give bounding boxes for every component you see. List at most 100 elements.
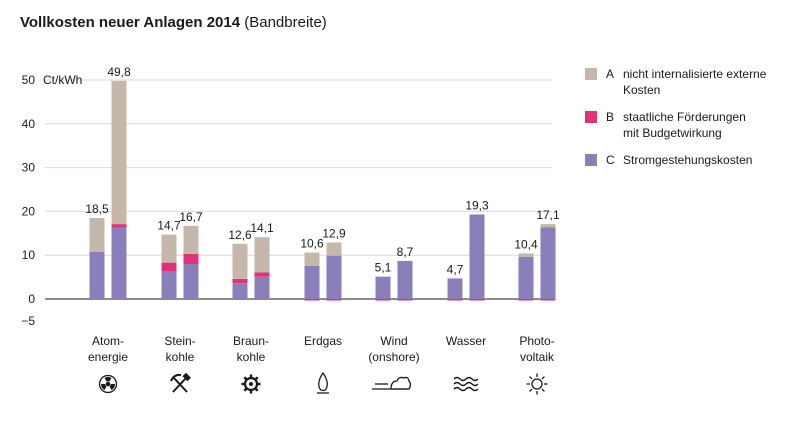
wind-cloud-icon bbox=[372, 376, 412, 390]
bar-stack: 12,9 bbox=[322, 226, 346, 301]
bar-negative-segment bbox=[469, 299, 485, 301]
legend-swatch bbox=[585, 111, 597, 123]
bar-segment-C bbox=[89, 251, 105, 299]
hammer-pick-icon bbox=[170, 372, 191, 393]
category-label: Wasser bbox=[446, 334, 486, 348]
category-label: Erdgas bbox=[304, 334, 342, 348]
bar-stack: 19,3 bbox=[465, 198, 489, 301]
category-labels: Atom-energie Stein-kohle Braun-kohle Erdgas… bbox=[88, 334, 555, 364]
bar-value-label: 49,8 bbox=[107, 65, 131, 79]
y-tick-label: 0 bbox=[28, 292, 35, 306]
bar-segment-B bbox=[254, 272, 270, 277]
bar-segment-C bbox=[254, 276, 270, 299]
bar-stack: 16,7 bbox=[179, 210, 203, 299]
bar-negative-segment bbox=[326, 299, 342, 301]
bar-segment-C bbox=[326, 255, 342, 299]
bar-value-label: 16,7 bbox=[179, 210, 203, 224]
bar-segment-A bbox=[111, 80, 127, 225]
category-label: Braun-kohle bbox=[233, 334, 269, 364]
bar-segment-A bbox=[304, 252, 320, 266]
bar-segment-C bbox=[304, 265, 320, 299]
bar-negative-segment bbox=[397, 299, 413, 301]
bar-segment-A bbox=[518, 253, 534, 257]
bar-segment-A bbox=[232, 243, 248, 279]
bar-negative-segment bbox=[518, 299, 534, 301]
bar-negative-segment bbox=[447, 299, 463, 301]
bar-value-label: 5,1 bbox=[375, 261, 392, 275]
bar-stack: 49,8 bbox=[107, 65, 131, 299]
y-tick-label: 10 bbox=[22, 248, 36, 262]
y-tick-label: −5 bbox=[21, 314, 35, 328]
bar-segment-A bbox=[89, 217, 105, 252]
bar-segment-A bbox=[540, 224, 556, 228]
bar-stack: 17,1 bbox=[536, 208, 560, 301]
bar-value-label: 18,5 bbox=[85, 202, 109, 216]
bar-segment-C bbox=[375, 276, 391, 299]
bar-segment-B bbox=[161, 262, 177, 272]
bar-stack: 18,5 bbox=[85, 202, 109, 299]
y-tick-label: 20 bbox=[22, 204, 36, 218]
bar-value-label: 12,6 bbox=[228, 228, 252, 242]
bar-segment-C bbox=[518, 256, 534, 299]
bar-value-label: 19,3 bbox=[465, 198, 489, 212]
bar-stack: 10,6 bbox=[300, 237, 324, 301]
bar-segment-C bbox=[469, 214, 485, 299]
chart-title: Vollkosten neuer Anlagen 2014 (Bandbreit… bbox=[20, 14, 327, 31]
category-label: Atom-energie bbox=[88, 334, 128, 364]
y-grid: −5 0 10 20 30 40 50 bbox=[21, 73, 552, 328]
gear-wheel-icon bbox=[241, 374, 261, 394]
legend-swatch bbox=[585, 154, 597, 166]
category-label: Stein-kohle bbox=[164, 334, 195, 364]
legend-label: staatliche Förderungen mit Budgetwirkung bbox=[623, 110, 746, 140]
bar-stack: 12,6 bbox=[228, 228, 252, 299]
legend-label: nicht internalisierte externe Kosten bbox=[623, 67, 767, 97]
y-tick-label: 50 bbox=[22, 73, 36, 87]
bar-segment-C bbox=[447, 278, 463, 299]
bar-value-label: 8,7 bbox=[397, 245, 414, 259]
legend-key: C bbox=[606, 153, 615, 167]
chart-subtitle: (Bandbreite) bbox=[244, 14, 327, 31]
bar-stack: 8,7 bbox=[397, 245, 414, 301]
bar-value-label: 14,7 bbox=[157, 219, 181, 233]
bar-segment-A bbox=[183, 225, 199, 254]
bar-value-label: 10,4 bbox=[514, 237, 538, 251]
flame-icon bbox=[317, 371, 329, 394]
legend-swatch bbox=[585, 68, 597, 80]
bar-segment-A bbox=[161, 234, 177, 263]
bar-stack: 14,7 bbox=[157, 219, 181, 299]
bar-segment-B bbox=[232, 278, 248, 284]
bar-segment-C bbox=[232, 283, 248, 299]
y-tick-label: 40 bbox=[22, 117, 36, 131]
bar-segment-C bbox=[111, 227, 127, 299]
bar-segment-A bbox=[326, 242, 342, 256]
bar-segment-C bbox=[161, 271, 177, 299]
bar-negative-segment bbox=[375, 299, 391, 301]
bar-negative-segment bbox=[540, 299, 556, 301]
bar-value-label: 17,1 bbox=[536, 208, 560, 222]
bar-segment-C bbox=[183, 263, 199, 299]
radiation-icon bbox=[98, 374, 118, 394]
legend-key: B bbox=[606, 110, 614, 124]
bar-value-label: 4,7 bbox=[447, 262, 464, 276]
legend-key: A bbox=[606, 67, 614, 81]
bars: 18,5 49,8 14,716,7 12,614,1 10,612,9 5,1 8,7 4,… bbox=[85, 65, 560, 301]
bar-stack: 5,1 bbox=[375, 261, 392, 301]
category-label: Wind (onshore) bbox=[368, 334, 419, 364]
bar-value-label: 10,6 bbox=[300, 237, 324, 251]
bar-segment-B bbox=[183, 253, 199, 264]
bar-value-label: 12,9 bbox=[322, 226, 346, 240]
bar-stack: 4,7 bbox=[447, 262, 464, 301]
bar-segment-C bbox=[540, 227, 556, 299]
bar-stack: 14,1 bbox=[250, 221, 274, 299]
chart-title-main: Vollkosten neuer Anlagen 2014 bbox=[20, 14, 241, 31]
category-label: Photo-voltaik bbox=[519, 334, 555, 364]
y-axis-unit: Ct/kWh bbox=[43, 73, 82, 87]
bar-segment-C bbox=[397, 260, 413, 299]
bar-segment-A bbox=[254, 237, 270, 273]
waves-icon bbox=[453, 376, 479, 392]
sun-icon bbox=[526, 373, 548, 395]
